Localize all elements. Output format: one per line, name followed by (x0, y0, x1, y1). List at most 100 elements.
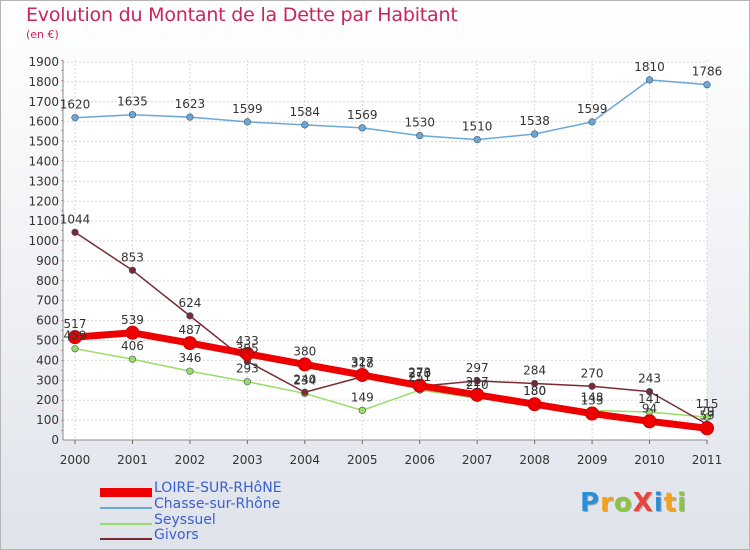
data-label: 115 (696, 397, 719, 411)
data-label: 273 (408, 366, 431, 380)
data-label: 395 (236, 341, 259, 355)
data-label: 1044 (60, 212, 91, 226)
grid (63, 60, 708, 441)
data-point-loire-sur-rh-ne (355, 367, 370, 382)
data-point-loire-sur-rh-ne (700, 421, 714, 436)
data-label: 1623 (175, 97, 206, 111)
y-tick-label: 200 (36, 393, 59, 407)
data-label: 318 (351, 357, 374, 371)
data-label: 853 (121, 250, 144, 264)
x-tick-label: 2000 (60, 453, 91, 467)
data-label: 133 (581, 394, 604, 408)
y-tick-label: 800 (36, 274, 59, 288)
data-point-chasse-sur-rh-ne (243, 118, 251, 126)
y-tick-label: 1100 (28, 214, 59, 228)
y-tick-label: 1400 (28, 154, 59, 168)
data-point-chasse-sur-rh-ne (645, 76, 654, 84)
y-tick-label: 500 (36, 334, 59, 348)
x-tick-label: 2010 (634, 453, 665, 467)
data-label: 240 (293, 372, 316, 386)
y-tick-label: 1900 (28, 55, 59, 69)
data-label: 94 (642, 401, 657, 415)
y-tick-label: 1000 (28, 234, 59, 248)
y-tick-label: 1800 (28, 75, 59, 89)
data-label: 433 (236, 334, 259, 348)
legend-swatch (100, 523, 152, 525)
series-line-seyssuel (74, 347, 708, 418)
proxiti-logo: ProXiti (580, 488, 687, 518)
data-label: 539 (121, 313, 144, 327)
data-label: 1599 (232, 102, 263, 116)
logo-letter: i (677, 488, 688, 518)
data-label: 270 (581, 366, 604, 380)
x-tick-label: 2003 (232, 453, 263, 467)
legend-label: Givors (154, 527, 199, 543)
data-label: 293 (236, 362, 259, 376)
series-line-loire-sur-rh-ne (71, 329, 711, 432)
y-tick-label: 1700 (28, 95, 59, 109)
data-point-chasse-sur-rh-ne (416, 132, 424, 140)
data-label: 1620 (60, 98, 91, 112)
x-tick-label: 2006 (404, 453, 435, 467)
data-point-chasse-sur-rh-ne (71, 114, 79, 122)
x-tick-label: 2008 (519, 453, 550, 467)
data-point-loire-sur-rh-ne (470, 387, 485, 402)
x-tick-label: 2001 (117, 453, 148, 467)
y-tick-label: 1200 (28, 194, 59, 208)
chart-subtitle: (en €) (26, 28, 59, 41)
data-label: 251 (408, 370, 431, 384)
y-tick-label: 1600 (28, 115, 59, 129)
legend-swatch (100, 507, 152, 509)
x-tick-label: 2002 (175, 453, 206, 467)
data-label: 180 (523, 384, 546, 398)
data-point-givors (71, 228, 79, 236)
data-label: 327 (351, 355, 374, 369)
data-label: 1569 (347, 108, 378, 122)
logo-letter: r (600, 488, 614, 518)
legend-swatch (100, 487, 152, 497)
data-label: 346 (178, 351, 201, 365)
data-label: 459 (64, 329, 87, 343)
data-label: 270 (408, 366, 431, 380)
data-label: 148 (581, 391, 604, 405)
logo-letter: t (663, 488, 678, 518)
data-label: 149 (351, 390, 374, 404)
data-point-chasse-sur-rh-ne (703, 81, 711, 89)
axes: 0 100 200 300 400 500 600 700 800 900 1000 1100 1200… (28, 55, 722, 467)
data-point-chasse-sur-rh-ne (186, 113, 194, 121)
data-point-chasse-sur-rh-ne (301, 121, 309, 129)
data-point-loire-sur-rh-ne (240, 346, 255, 361)
legend-label: Seyssuel (154, 512, 216, 528)
x-tick-label: 2005 (347, 453, 378, 467)
data-point-seyssuel (703, 413, 711, 421)
y-tick-label: 1500 (28, 135, 59, 149)
data-point-loire-sur-rh-ne (527, 397, 542, 412)
data-point-givors (531, 379, 539, 388)
data-label: 1584 (290, 105, 321, 119)
data-label: 517 (64, 317, 87, 331)
data-label: 141 (638, 392, 661, 406)
data-point-seyssuel (128, 355, 137, 363)
logo-letter: X (632, 488, 654, 518)
data-label: 624 (178, 296, 201, 310)
data-point-seyssuel (358, 406, 366, 414)
data-point-givors (128, 266, 137, 274)
data-label: 243 (638, 372, 661, 386)
data-label: 180 (523, 384, 546, 398)
y-tick-label: 900 (36, 254, 59, 268)
data-point-loire-sur-rh-ne (297, 357, 312, 372)
y-tick-label: 0 (51, 433, 59, 447)
data-point-loire-sur-rh-ne (412, 378, 427, 393)
y-tick-label: 600 (36, 314, 59, 328)
data-label: 59 (699, 408, 714, 422)
data-label: 1510 (462, 120, 493, 134)
data-label: 79 (699, 404, 714, 418)
data-label: 1530 (404, 116, 435, 130)
logo-letter: o (613, 488, 633, 518)
data-label: 210 (466, 378, 489, 392)
data-point-chasse-sur-rh-ne (358, 124, 366, 132)
data-label: 406 (121, 339, 144, 353)
data-point-givors (588, 382, 596, 390)
data-point-loire-sur-rh-ne (642, 414, 657, 429)
